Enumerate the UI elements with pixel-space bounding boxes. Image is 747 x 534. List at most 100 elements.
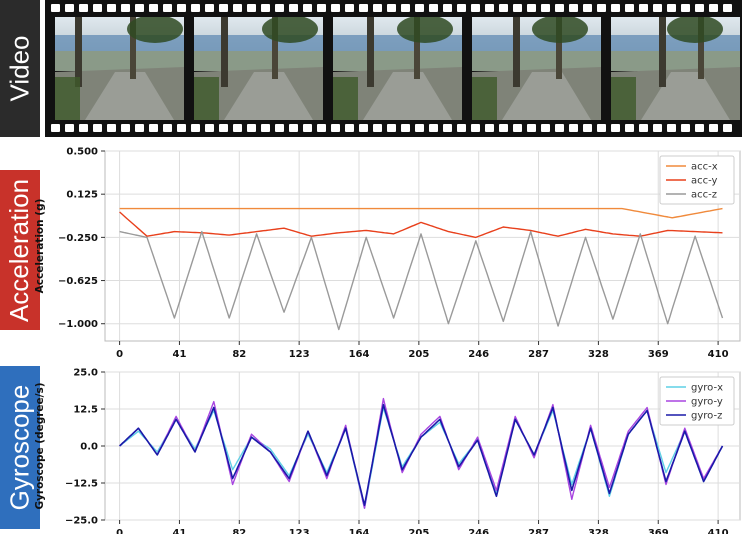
film-sprocket-hole xyxy=(121,124,130,132)
y-tick-label: −0.625 xyxy=(58,276,98,287)
x-tick-label: 164 xyxy=(349,349,370,360)
film-sprocket-hole xyxy=(135,4,144,12)
film-sprocket-hole xyxy=(289,4,298,12)
x-tick-label: 164 xyxy=(349,528,370,534)
film-sprocket-hole xyxy=(247,4,256,12)
film-sprocket-hole xyxy=(709,124,718,132)
film-sprocket-hole xyxy=(93,4,102,12)
film-sprocket-hole xyxy=(611,4,620,12)
film-sprocket-hole xyxy=(149,4,158,12)
film-sprocket-hole xyxy=(359,4,368,12)
legend-entry: acc-y xyxy=(691,176,718,187)
legend-entry: gyro-z xyxy=(691,411,722,422)
y-tick-label: −0.250 xyxy=(58,233,98,244)
series-line-acc-y xyxy=(119,211,723,239)
film-sprocket-hole xyxy=(653,4,662,12)
film-sprocket-hole xyxy=(499,4,508,12)
film-sprocket-hole xyxy=(191,4,200,12)
film-sprocket-hole xyxy=(401,4,410,12)
x-tick-label: 246 xyxy=(468,349,489,360)
x-tick-label: 328 xyxy=(588,349,609,360)
film-sprocket-hole xyxy=(471,4,480,12)
y-tick-label: 0.125 xyxy=(66,190,98,201)
acceleration-label-text: Acceleration xyxy=(4,178,35,322)
film-sprocket-hole xyxy=(317,124,326,132)
film-sprocket-hole xyxy=(597,124,606,132)
film-sprocket-hole xyxy=(289,124,298,132)
film-sprocket-hole xyxy=(667,124,676,132)
film-sprocket-hole xyxy=(303,124,312,132)
x-tick-label: 82 xyxy=(232,349,246,360)
film-sprocket-hole xyxy=(513,124,522,132)
x-tick-label: 205 xyxy=(408,528,429,534)
gyroscope-section-label: Gyroscope xyxy=(0,366,40,529)
film-sprocket-hole xyxy=(233,4,242,12)
film-sprocket-hole xyxy=(317,4,326,12)
film-sprocket-hole xyxy=(485,4,494,12)
series-line-gyro-z xyxy=(119,403,724,506)
y-tick-label: −25.0 xyxy=(65,516,98,527)
film-sprocket-hole xyxy=(667,4,676,12)
film-sprocket-hole xyxy=(93,124,102,132)
film-sprocket-hole xyxy=(191,124,200,132)
video-filmstrip xyxy=(45,0,742,137)
film-sprocket-hole xyxy=(429,124,438,132)
legend-box xyxy=(659,155,735,205)
film-sprocket-hole xyxy=(457,124,466,132)
x-tick-label: 41 xyxy=(172,349,186,360)
film-sprocket-hole xyxy=(569,4,578,12)
film-sprocket-hole xyxy=(625,4,634,12)
x-tick-label: 82 xyxy=(232,528,246,534)
film-sprocket-hole xyxy=(219,124,228,132)
film-sprocket-hole xyxy=(401,124,410,132)
film-sprocket-hole xyxy=(723,124,732,132)
film-sprocket-hole xyxy=(415,4,424,12)
film-sprocket-hole xyxy=(331,124,340,132)
video-frame xyxy=(472,17,601,120)
y-tick-label: 0.0 xyxy=(80,442,98,453)
film-sprocket-hole xyxy=(653,124,662,132)
film-sprocket-hole xyxy=(457,4,466,12)
film-sprocket-hole xyxy=(541,124,550,132)
film-sprocket-hole xyxy=(471,124,480,132)
film-sprocket-hole xyxy=(373,124,382,132)
film-sprocket-hole xyxy=(695,124,704,132)
film-sprocket-hole xyxy=(205,124,214,132)
film-sprocket-hole xyxy=(443,124,452,132)
x-tick-label: 0 xyxy=(116,528,123,534)
film-sprocket-hole xyxy=(611,124,620,132)
video-frame xyxy=(55,17,184,120)
film-sprocket-hole xyxy=(527,4,536,12)
film-sprocket-hole xyxy=(555,124,564,132)
x-tick-label: 246 xyxy=(468,528,489,534)
film-sprocket-hole xyxy=(695,4,704,12)
film-sprocket-hole xyxy=(345,124,354,132)
film-sprocket-hole xyxy=(163,124,172,132)
film-sprocket-hole xyxy=(107,124,116,132)
film-sprocket-hole xyxy=(639,4,648,12)
film-sprocket-hole xyxy=(541,4,550,12)
x-tick-label: 369 xyxy=(648,528,669,534)
legend-entry: acc-z xyxy=(691,190,717,201)
series-line-acc-x xyxy=(119,207,723,219)
x-tick-label: 0 xyxy=(116,349,123,360)
gyroscope-label-text: Gyroscope xyxy=(4,384,35,511)
series-line-acc-z xyxy=(119,230,724,331)
film-sprocket-hole xyxy=(261,124,270,132)
y-tick-label: 12.5 xyxy=(73,405,98,416)
film-sprocket-hole xyxy=(107,4,116,12)
film-sprocket-hole xyxy=(485,124,494,132)
film-sprocket-hole xyxy=(499,124,508,132)
film-sprocket-hole xyxy=(247,124,256,132)
film-sprocket-hole xyxy=(625,124,634,132)
film-sprocket-hole xyxy=(65,124,74,132)
film-sprocket-hole xyxy=(415,124,424,132)
film-sprocket-hole xyxy=(513,4,522,12)
film-sprocket-hole xyxy=(583,4,592,12)
video-frame xyxy=(333,17,462,120)
film-sprocket-hole xyxy=(345,4,354,12)
x-tick-label: 369 xyxy=(648,349,669,360)
film-sprocket-hole xyxy=(709,4,718,12)
film-sprocket-hole xyxy=(681,4,690,12)
film-sprocket-hole xyxy=(555,4,564,12)
